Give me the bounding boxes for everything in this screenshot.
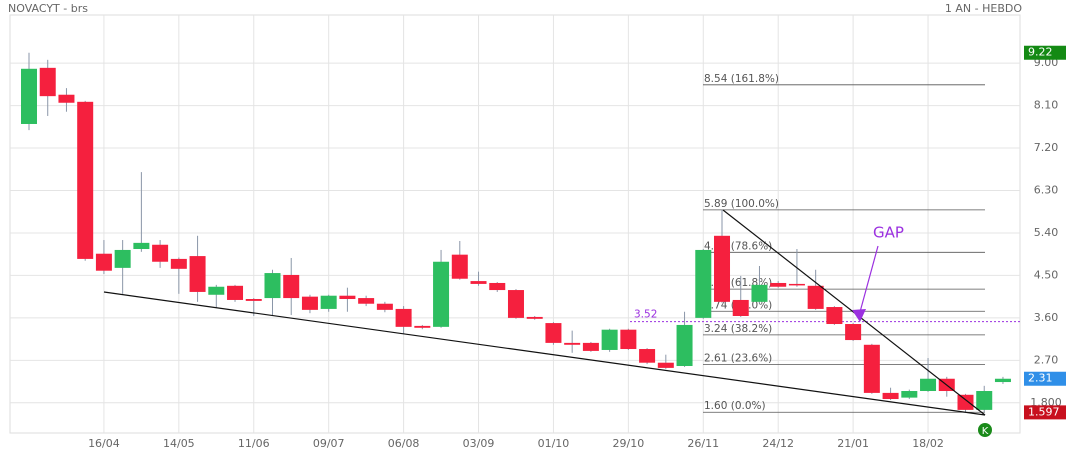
candle-body xyxy=(414,325,431,328)
candle-body xyxy=(526,316,543,319)
price-tag-label: 9.22 xyxy=(1028,46,1053,59)
y-tick-label: 6.30 xyxy=(1034,184,1059,197)
candle-body xyxy=(77,101,94,259)
candle-body xyxy=(283,274,300,299)
candle-body xyxy=(732,299,749,316)
candle-body xyxy=(863,344,880,393)
trend-line xyxy=(103,291,986,416)
y-tick-label: 8.10 xyxy=(1034,99,1059,112)
candle-body xyxy=(807,285,824,309)
x-tick-label: 01/10 xyxy=(538,437,570,450)
period: 1 AN - HEBDO xyxy=(945,2,1022,15)
candle-body xyxy=(901,391,918,398)
marker-label: K xyxy=(982,426,989,437)
candle-body xyxy=(21,68,37,124)
candle-body xyxy=(189,256,206,292)
gap-arrow xyxy=(859,245,879,313)
candle-body xyxy=(620,329,637,350)
marker xyxy=(978,423,992,437)
price-tag xyxy=(1024,45,1066,60)
candle-body xyxy=(994,378,1011,383)
x-tick-label: 14/05 xyxy=(163,437,195,450)
candle-body xyxy=(770,282,787,287)
candle-body xyxy=(788,283,805,286)
candle-body xyxy=(582,342,599,351)
candle-body xyxy=(695,249,712,318)
x-tick-label: 16/04 xyxy=(88,437,120,450)
candle-body xyxy=(395,308,412,327)
candle-body xyxy=(133,242,150,250)
candle-body xyxy=(564,342,581,345)
x-tick-label: 03/09 xyxy=(463,437,495,450)
gap-value: 3.52 xyxy=(634,309,657,321)
candle-body xyxy=(957,394,974,410)
candle-body xyxy=(152,244,169,262)
price-tag xyxy=(1024,371,1066,386)
chart-title: NOVACYT - brs xyxy=(8,2,88,15)
candle-body xyxy=(489,282,506,291)
x-tick-label: 06/08 xyxy=(388,437,420,450)
candle-body xyxy=(95,253,112,271)
x-tick-label: 11/06 xyxy=(238,437,270,450)
fib-label: 1.60 (0.0%) xyxy=(704,400,766,412)
candle-body xyxy=(339,295,356,300)
candle-body xyxy=(507,290,524,318)
candle-body xyxy=(433,261,450,327)
y-tick-label: 3.60 xyxy=(1034,311,1059,324)
candle-body xyxy=(545,323,562,343)
x-tick-label: 24/12 xyxy=(762,437,794,450)
fib-label: 5.89 (100.0%) xyxy=(704,198,779,210)
x-tick-label: 26/11 xyxy=(687,437,719,450)
candle-body xyxy=(751,284,768,302)
candle-body xyxy=(208,286,225,295)
plot-frame xyxy=(9,14,1021,434)
candle-body xyxy=(114,249,131,268)
gap-label: GAP xyxy=(873,224,904,242)
fib-label: 8.54 (161.8%) xyxy=(704,73,779,85)
gap-arrowhead xyxy=(852,309,866,322)
candle-body xyxy=(470,281,487,284)
y-tick-label: 4.50 xyxy=(1034,268,1059,281)
candle-body xyxy=(601,329,618,350)
candle-body xyxy=(264,273,281,299)
candle-body xyxy=(58,94,75,103)
candle-body xyxy=(39,67,56,97)
candle-body xyxy=(451,254,468,279)
price-tag-label: 1.597 xyxy=(1028,405,1060,418)
price-tag xyxy=(1024,405,1066,420)
fib-label: 3.24 (38.2%) xyxy=(704,323,772,335)
candle-body xyxy=(245,299,262,301)
candle-body xyxy=(882,392,899,400)
y-tick-label: 2.70 xyxy=(1034,353,1059,366)
x-tick-label: 29/10 xyxy=(613,437,645,450)
candle-body xyxy=(639,349,656,363)
candle-body xyxy=(714,235,731,302)
candle-body xyxy=(676,324,693,367)
x-tick-label: 18/02 xyxy=(912,437,944,450)
candle-body xyxy=(227,285,244,300)
y-tick-label: 7.20 xyxy=(1034,141,1059,154)
candle-body xyxy=(320,295,337,309)
x-tick-label: 21/01 xyxy=(837,437,869,450)
x-tick-label: 09/07 xyxy=(313,437,345,450)
candle-body xyxy=(920,378,937,392)
price-tag-label: 2.31 xyxy=(1028,372,1053,385)
candle-body xyxy=(976,391,993,410)
candle-body xyxy=(376,303,393,310)
candle-body xyxy=(826,307,843,325)
fib-label: 2.61 (23.6%) xyxy=(704,353,772,365)
candle-body xyxy=(301,296,318,310)
candle-body xyxy=(358,298,375,304)
candle-body xyxy=(170,258,187,269)
y-tick-label: 5.40 xyxy=(1034,226,1059,239)
candle-body xyxy=(657,362,674,368)
candle-body xyxy=(845,324,862,341)
